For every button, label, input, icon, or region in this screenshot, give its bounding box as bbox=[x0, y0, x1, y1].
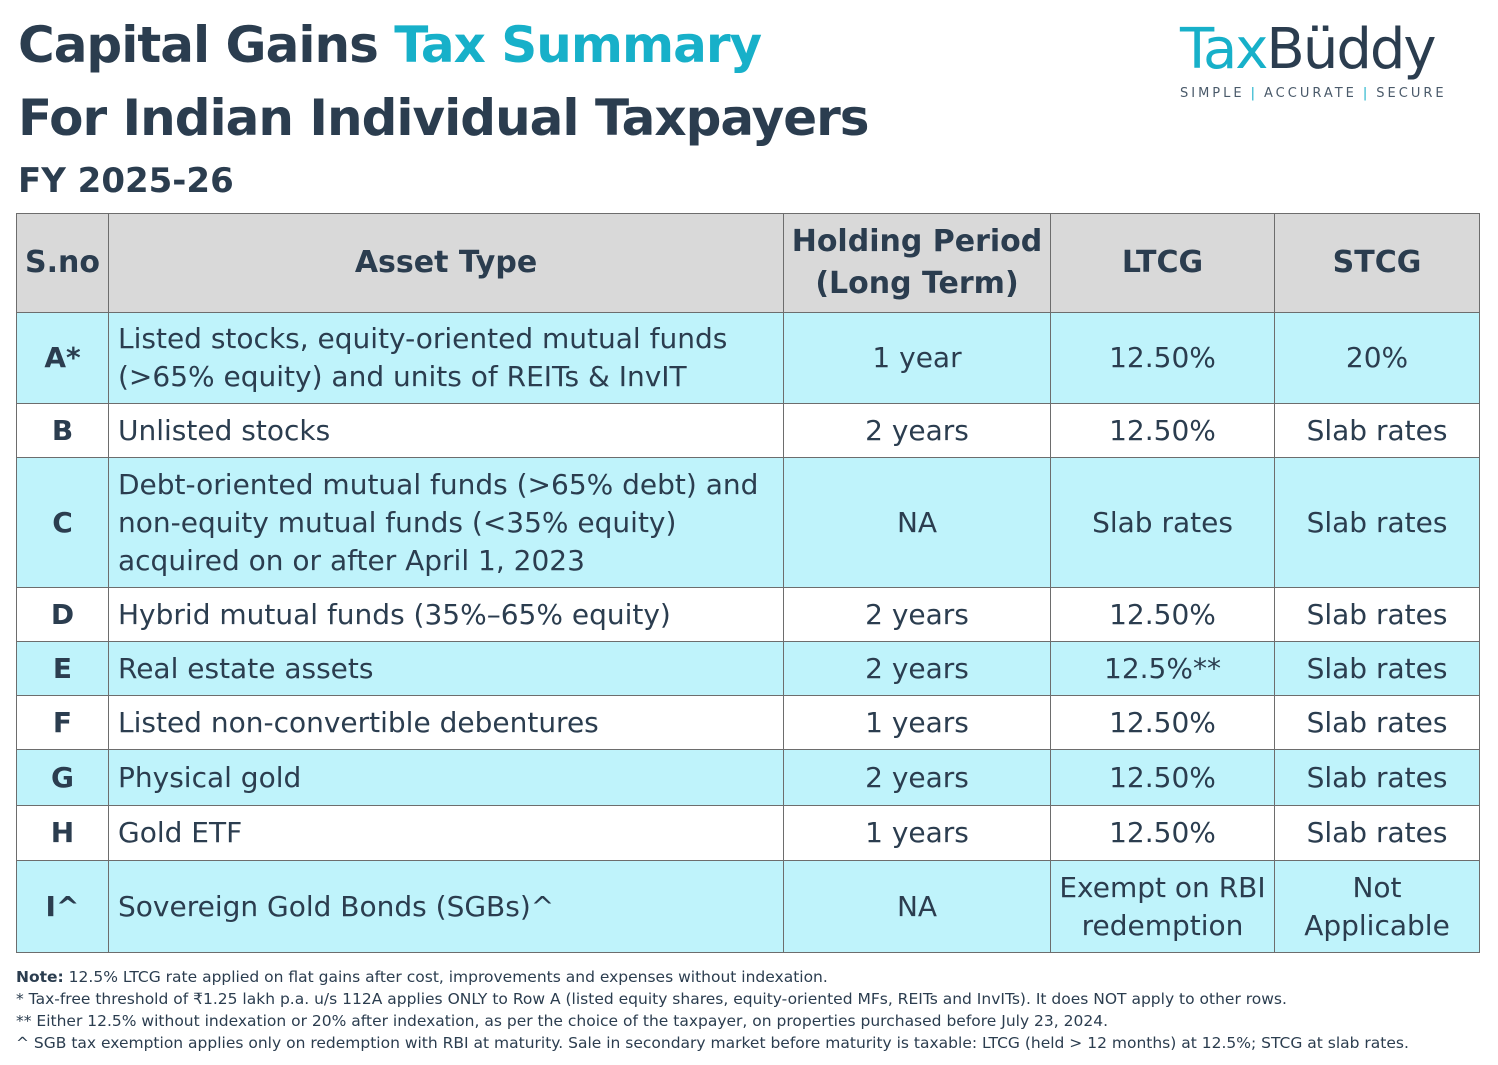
cell-stcg: Slab rates bbox=[1274, 695, 1480, 750]
note-text-1: 12.5% LTCG rate applied on flat gains af… bbox=[63, 968, 828, 986]
cell-stcg: Slab rates bbox=[1274, 587, 1480, 642]
page-title: Capital Gains Tax Summary For Indian Ind… bbox=[18, 10, 870, 206]
header-holding-line-1: Holding Period bbox=[791, 224, 1043, 259]
cell-stcg: Slab rates bbox=[1274, 641, 1480, 696]
cell-stcg: 20% bbox=[1274, 312, 1480, 404]
note-line-3: ** Either 12.5% without indexation or 20… bbox=[16, 1012, 1109, 1030]
cell-ltcg: 12.50% bbox=[1050, 403, 1275, 458]
cell-ltcg: Exempt on RBI redemption bbox=[1050, 860, 1275, 953]
cell-asset-type: Unlisted stocks bbox=[108, 403, 784, 458]
footnotes: Note: 12.5% LTCG rate applied on flat ga… bbox=[16, 966, 1486, 1054]
cell-asset-type: Debt-oriented mutual funds (>65% debt) a… bbox=[108, 457, 784, 588]
tagline-separator: | bbox=[1362, 86, 1371, 101]
header-ltcg: LTCG bbox=[1050, 213, 1275, 313]
header-asset-type: Asset Type bbox=[108, 213, 784, 313]
cell-ltcg: 12.50% bbox=[1050, 695, 1275, 750]
title-line-2: For Indian Individual Taxpayers bbox=[18, 89, 870, 147]
cell-sno: C bbox=[16, 457, 109, 588]
cell-sno: E bbox=[16, 641, 109, 696]
cell-sno: A* bbox=[16, 312, 109, 404]
table-row: B Unlisted stocks 2 years 12.50% Slab ra… bbox=[16, 403, 1480, 458]
header-sno: S.no bbox=[16, 213, 109, 313]
fiscal-year: FY 2025-26 bbox=[18, 161, 234, 201]
tagline-accurate: ACCURATE bbox=[1264, 86, 1357, 101]
cell-asset-type: Listed non-convertible debentures bbox=[108, 695, 784, 750]
table-row: D Hybrid mutual funds (35%–65% equity) 2… bbox=[16, 587, 1480, 642]
cell-ltcg: 12.5%** bbox=[1050, 641, 1275, 696]
cell-holding-period: 2 years bbox=[783, 403, 1051, 458]
logo-word-part-2: Büddy bbox=[1266, 17, 1436, 82]
cell-holding-period: NA bbox=[783, 860, 1051, 953]
note-line-1: Note: 12.5% LTCG rate applied on flat ga… bbox=[16, 966, 1486, 988]
cell-ltcg: 12.50% bbox=[1050, 587, 1275, 642]
capital-gains-table: S.no Asset Type Holding Period (Long Term… bbox=[16, 213, 1480, 953]
header-holding-period: Holding Period (Long Term) bbox=[783, 213, 1051, 313]
logo-tagline: SIMPLE | ACCURATE | SECURE bbox=[1180, 86, 1470, 101]
note-label: Note: bbox=[16, 968, 64, 986]
tagline-separator: | bbox=[1250, 86, 1258, 101]
cell-ltcg: 12.50% bbox=[1050, 312, 1275, 404]
table-row: F Listed non-convertible debentures 1 ye… bbox=[16, 695, 1480, 750]
table-row: A* Listed stocks, equity-oriented mutual… bbox=[16, 312, 1480, 404]
cell-holding-period: 1 years bbox=[783, 695, 1051, 750]
cell-ltcg: 12.50% bbox=[1050, 749, 1275, 806]
cell-holding-period: 1 year bbox=[783, 312, 1051, 404]
cell-stcg: Slab rates bbox=[1274, 457, 1480, 588]
cell-asset-type: Real estate assets bbox=[108, 641, 784, 696]
cell-sno: H bbox=[16, 805, 109, 861]
cell-ltcg: 12.50% bbox=[1050, 805, 1275, 861]
cell-asset-type: Sovereign Gold Bonds (SGBs)^ bbox=[108, 860, 784, 953]
note-line-2: * Tax-free threshold of ₹1.25 lakh p.a. … bbox=[16, 990, 1287, 1008]
table-row: C Debt-oriented mutual funds (>65% debt)… bbox=[16, 457, 1480, 588]
cell-holding-period: 2 years bbox=[783, 587, 1051, 642]
cell-holding-period: 1 years bbox=[783, 805, 1051, 861]
cell-holding-period: 2 years bbox=[783, 749, 1051, 806]
brand-logo: TaxBüddy SIMPLE | ACCURATE | SECURE bbox=[1180, 14, 1470, 101]
title-part-1: Capital Gains bbox=[18, 16, 395, 74]
title-accent: Tax Summary bbox=[394, 16, 762, 74]
title-line-1: Capital Gains Tax Summary bbox=[18, 10, 869, 80]
table-header-row: S.no Asset Type Holding Period (Long Term… bbox=[16, 213, 1480, 313]
cell-stcg: Slab rates bbox=[1274, 403, 1480, 458]
header-stcg: STCG bbox=[1274, 213, 1480, 313]
cell-asset-type: Listed stocks, equity-oriented mutual fu… bbox=[108, 312, 784, 404]
logo-wordmark: TaxBüddy bbox=[1180, 14, 1470, 86]
tagline-simple: SIMPLE bbox=[1180, 86, 1245, 101]
cell-ltcg: Slab rates bbox=[1050, 457, 1275, 588]
cell-sno: B bbox=[16, 403, 109, 458]
note-line-4: ^ SGB tax exemption applies only on rede… bbox=[16, 1034, 1409, 1052]
table-row: G Physical gold 2 years 12.50% Slab rate… bbox=[16, 749, 1480, 806]
cell-sno: D bbox=[16, 587, 109, 642]
cell-sno: G bbox=[16, 749, 109, 806]
cell-holding-period: 2 years bbox=[783, 641, 1051, 696]
tagline-secure: SECURE bbox=[1376, 86, 1447, 101]
table-row: H Gold ETF 1 years 12.50% Slab rates bbox=[16, 805, 1480, 861]
table-row: E Real estate assets 2 years 12.5%** Sla… bbox=[16, 641, 1480, 696]
cell-sno: F bbox=[16, 695, 109, 750]
cell-sno: I^ bbox=[16, 860, 109, 953]
cell-asset-type: Hybrid mutual funds (35%–65% equity) bbox=[108, 587, 784, 642]
cell-holding-period: NA bbox=[783, 457, 1051, 588]
cell-asset-type: Gold ETF bbox=[108, 805, 784, 861]
logo-word-part-1: Tax bbox=[1180, 17, 1268, 82]
cell-stcg: Slab rates bbox=[1274, 805, 1480, 861]
cell-asset-type: Physical gold bbox=[108, 749, 784, 806]
cell-stcg: Not Applicable bbox=[1274, 860, 1480, 953]
cell-stcg: Slab rates bbox=[1274, 749, 1480, 806]
header-holding-line-2: (Long Term) bbox=[815, 266, 1019, 301]
table-row: I^ Sovereign Gold Bonds (SGBs)^ NA Exemp… bbox=[16, 860, 1480, 953]
